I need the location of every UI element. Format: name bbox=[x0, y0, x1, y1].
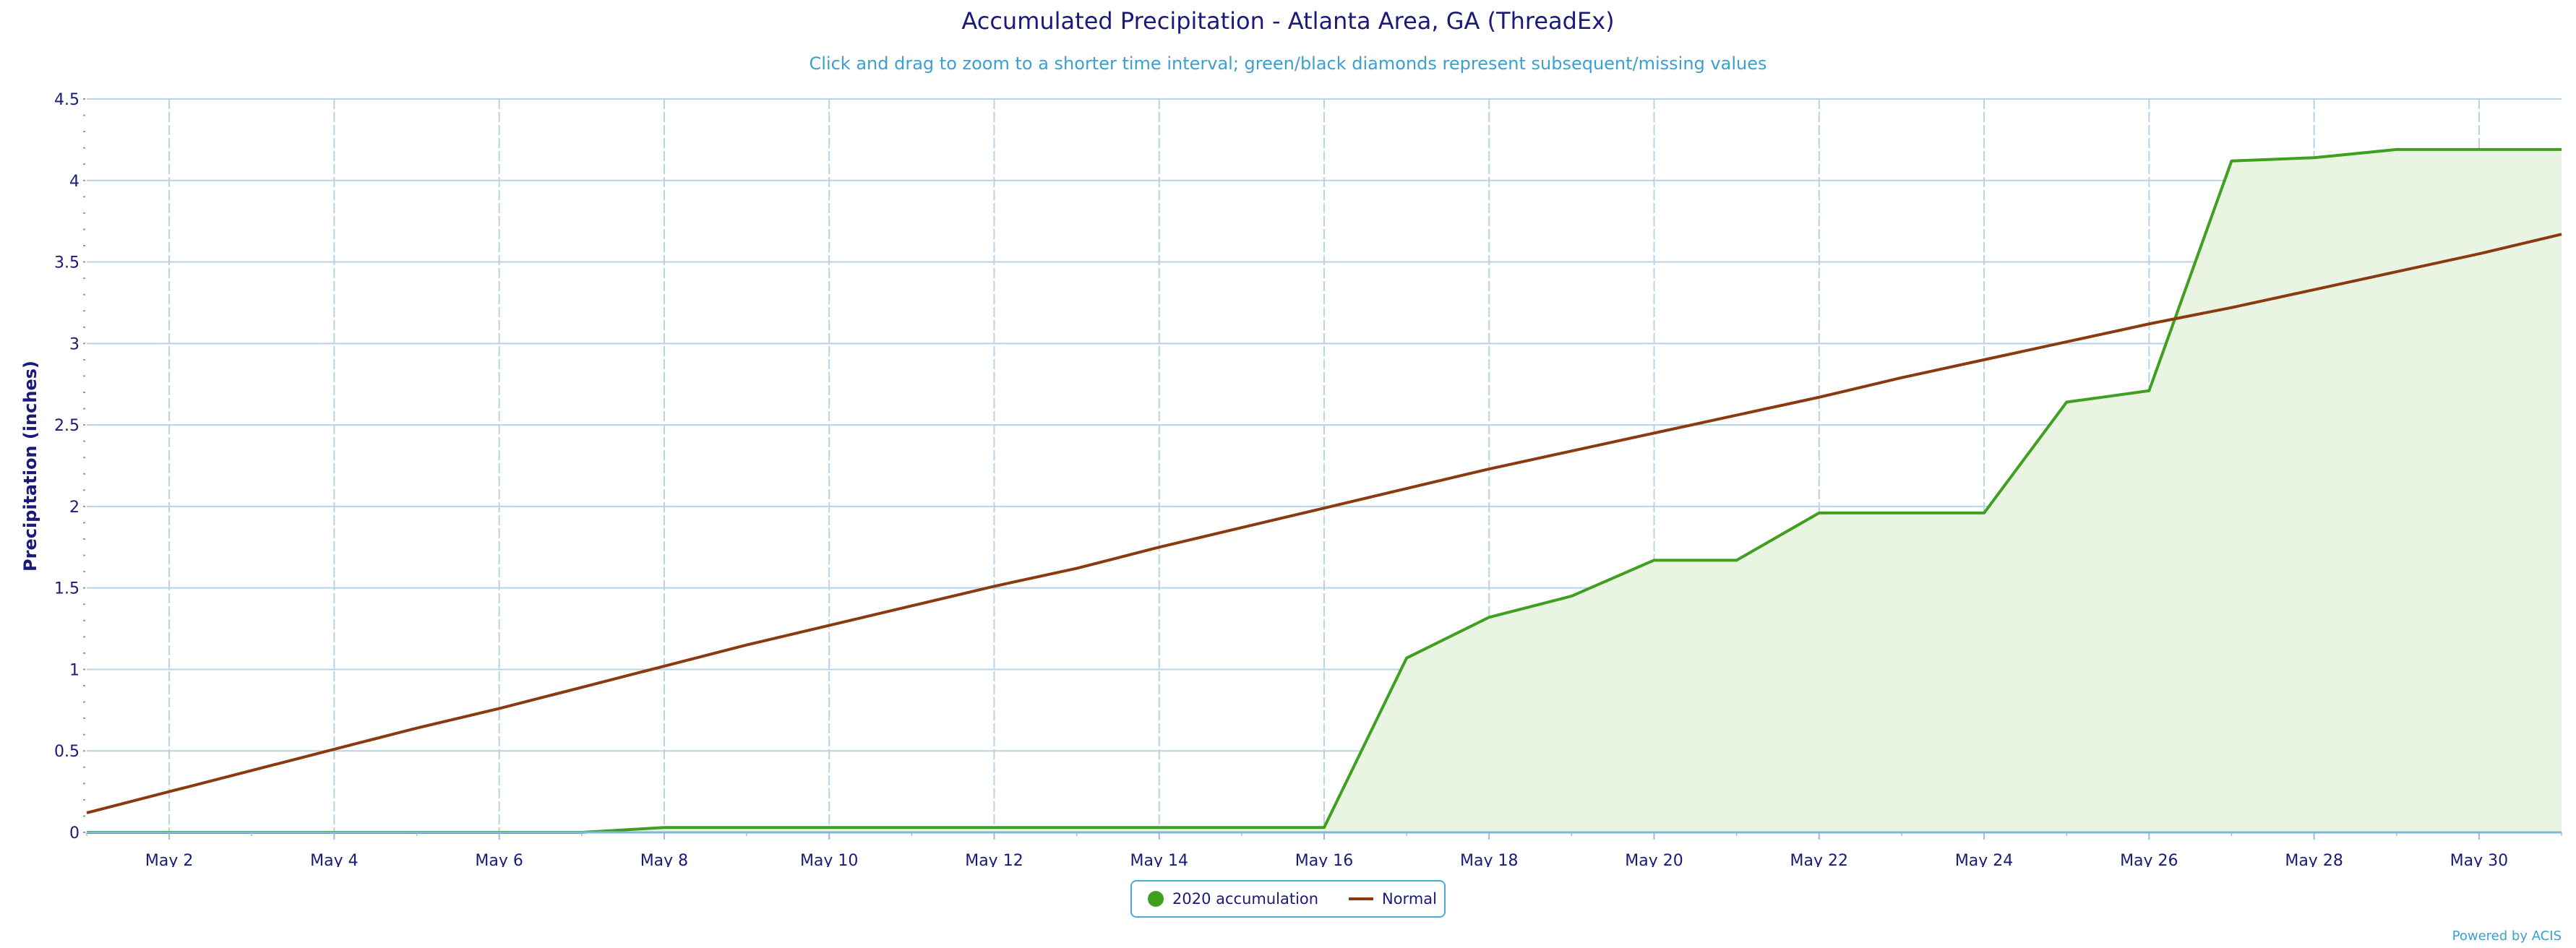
legend-marker-2020-accumulation bbox=[1148, 891, 1164, 907]
legend-item-2020-accumulation[interactable]: 2020 accumulation bbox=[1148, 882, 1318, 916]
x-tick-label: May 26 bbox=[2120, 852, 2178, 867]
y-tick-label: 1.5 bbox=[54, 580, 80, 598]
x-tick-label: May 16 bbox=[1295, 852, 1353, 867]
plot-area[interactable]: 0 0.5 1 1.5 2 2.5 3 3.5 4 4.5 May 2 May 4 May 6 May 8… bbox=[0, 0, 2576, 867]
y-tick-label: 1 bbox=[69, 661, 80, 679]
normal-line bbox=[86, 233, 2562, 814]
legend-item-normal[interactable]: Normal bbox=[1349, 882, 1437, 916]
y-tick-label: 3 bbox=[69, 335, 80, 353]
x-tick-label: May 30 bbox=[2450, 852, 2508, 867]
x-tick-label: May 4 bbox=[310, 852, 358, 867]
x-tick-label: May 14 bbox=[1130, 852, 1188, 867]
x-tick-label: May 18 bbox=[1460, 852, 1518, 867]
x-tick-label: May 22 bbox=[1790, 852, 1848, 867]
x-tick-label: May 12 bbox=[965, 852, 1023, 867]
chart-title: Accumulated Precipitation - Atlanta Area… bbox=[961, 7, 1615, 35]
y-tick-label: 0 bbox=[69, 824, 80, 843]
y-tick-label: 3.5 bbox=[54, 254, 80, 272]
y-tick-label: 2 bbox=[69, 499, 80, 517]
x-tick-label: May 24 bbox=[1955, 852, 2013, 867]
x-tick-label: May 2 bbox=[145, 852, 193, 867]
y-tick-label: 0.5 bbox=[54, 743, 80, 761]
legend-label-2020-accumulation: 2020 accumulation bbox=[1172, 890, 1319, 908]
credit-link[interactable]: Powered by ACIS bbox=[2452, 928, 2562, 944]
chart-subtitle: Click and drag to zoom to a shorter time… bbox=[809, 53, 1767, 74]
y-tick-label: 4 bbox=[69, 173, 80, 191]
series-area-0 bbox=[87, 149, 2562, 832]
y-tick-label: 4.5 bbox=[54, 91, 80, 109]
legend-marker-normal bbox=[1349, 897, 1373, 900]
y-tick-label: 2.5 bbox=[54, 417, 80, 435]
x-tick-label: May 10 bbox=[800, 852, 858, 867]
x-tick-label: May 20 bbox=[1625, 852, 1683, 867]
x-tick-label: May 6 bbox=[475, 852, 523, 867]
legend-label-normal: Normal bbox=[1382, 890, 1437, 908]
x-tick-label: May 8 bbox=[640, 852, 688, 867]
legend: 2020 accumulation Normal bbox=[1130, 880, 1446, 918]
y-axis-label: Precipitation (inches) bbox=[20, 361, 40, 572]
x-tick-label: May 28 bbox=[2285, 852, 2343, 867]
